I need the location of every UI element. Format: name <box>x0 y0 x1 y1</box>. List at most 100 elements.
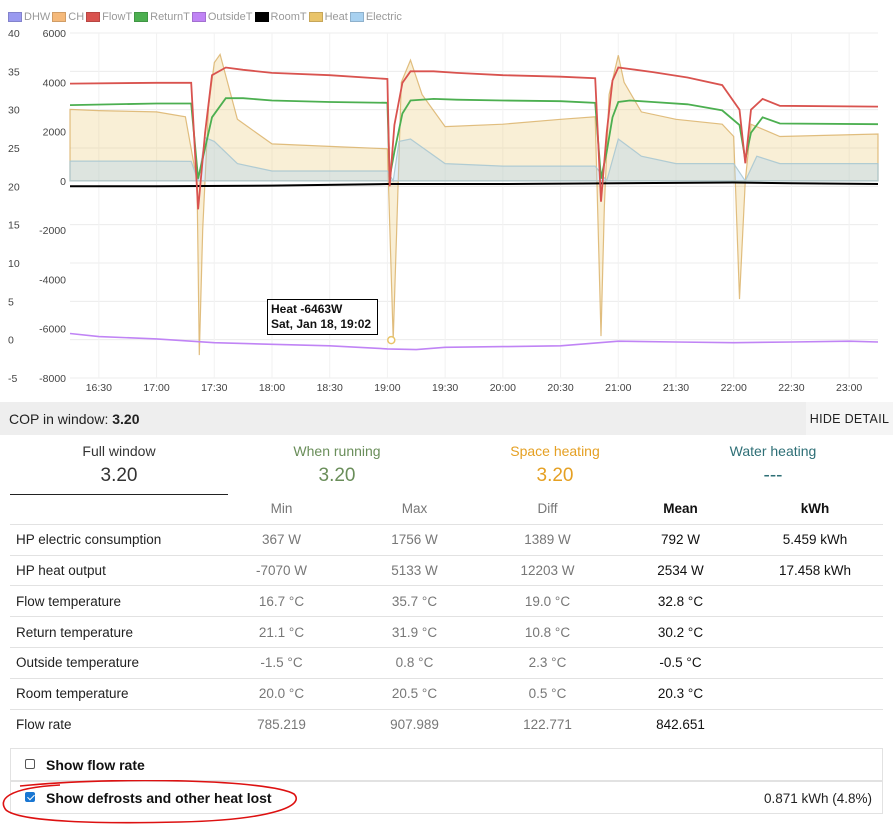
legend-label: RoomT <box>270 11 307 23</box>
stats-table: Min Max Diff Mean kWh HP electric consum… <box>10 494 883 740</box>
table-cell: 0.8 °C <box>348 646 481 679</box>
table-cell: 2.3 °C <box>481 646 614 679</box>
legend-swatch <box>134 12 149 22</box>
table-header: Max <box>401 501 428 517</box>
legend-item-electric[interactable]: Electric <box>349 11 402 23</box>
table-cell: 20.0 °C <box>215 677 348 710</box>
table-cell <box>747 708 883 740</box>
table-row: Room temperature 20.0 °C 20.5 °C 0.5 °C … <box>10 677 883 710</box>
show-defrosts-option[interactable]: Show defrosts and other heat lost 0.871 … <box>10 781 883 814</box>
table-cell: 5133 W <box>348 554 481 586</box>
y-tick-right: 6000 <box>43 28 67 40</box>
table-cell <box>747 616 883 648</box>
cop-summary-bar: COP in window: 3.20 HIDE DETAIL <box>0 402 893 435</box>
y-tick-right: 0 <box>60 176 66 188</box>
legend-item-roomt[interactable]: RoomT <box>254 11 307 23</box>
table-cell: 792 W <box>614 523 747 556</box>
chart-svg[interactable]: 40 35 30 25 20 15 10 5 0 -5 6000 4000 2000 0 -2000 -400… <box>0 0 893 400</box>
table-row: Flow rate 785.219 907.989 122.771 842.65… <box>10 708 883 740</box>
tab-water-heating[interactable]: Water heating --- <box>664 436 882 494</box>
legend-item-heat[interactable]: Heat <box>308 11 348 23</box>
legend-swatch <box>52 12 67 22</box>
table-cell: 1389 W <box>481 523 614 556</box>
x-tick: 21:00 <box>605 382 631 394</box>
cop-value: 3.20 <box>112 411 140 427</box>
x-tick: 23:00 <box>836 382 862 394</box>
x-tick: 18:30 <box>317 382 343 394</box>
series-heat-area <box>69 53 879 356</box>
table-header: kWh <box>800 501 830 517</box>
tab-label: When running <box>293 443 381 459</box>
cop-tabs: Full window 3.20 When running 3.20 Space… <box>10 436 883 495</box>
show-defrosts-checkbox[interactable] <box>25 792 35 802</box>
table-header: Diff <box>537 501 558 517</box>
tab-when-running[interactable]: When running 3.20 <box>228 436 446 494</box>
legend-item-outsidet[interactable]: OutsideT <box>191 11 253 23</box>
table-cell: 12203 W <box>481 554 614 586</box>
table-row: Flow temperature 16.7 °C 35.7 °C 19.0 °C… <box>10 585 883 617</box>
tab-label: Full window <box>82 443 156 459</box>
x-tick: 16:30 <box>86 382 112 394</box>
option-label: Show flow rate <box>46 757 145 773</box>
table-cell: 31.9 °C <box>348 616 481 648</box>
tab-label: Water heating <box>729 443 817 459</box>
tab-value: 3.20 <box>318 465 356 486</box>
y-tick-left: -5 <box>8 373 17 385</box>
table-cell <box>747 646 883 679</box>
table-row: HP electric consumption 367 W 1756 W 138… <box>10 523 883 556</box>
table-row: Return temperature 21.1 °C 31.9 °C 10.8 … <box>10 616 883 648</box>
table-cell: 35.7 °C <box>348 585 481 617</box>
y-tick-right: 2000 <box>43 127 67 139</box>
legend-label: CH <box>68 11 85 23</box>
table-cell: -7070 W <box>215 554 348 586</box>
chart-area[interactable]: 40 35 30 25 20 15 10 5 0 -5 6000 4000 2000 0 -2000 -400… <box>0 0 893 400</box>
table-cell: 16.7 °C <box>215 585 348 617</box>
tab-full-window[interactable]: Full window 3.20 <box>10 436 228 495</box>
table-cell: 1756 W <box>348 523 481 556</box>
tab-space-heating[interactable]: Space heating 3.20 <box>446 436 664 494</box>
table-cell: 842.651 <box>614 708 747 740</box>
y-tick-left: 25 <box>8 143 20 155</box>
y-tick-left: 30 <box>8 105 20 117</box>
x-tick: 20:00 <box>490 382 516 394</box>
table-cell: Return temperature <box>10 616 215 648</box>
show-flow-rate-option[interactable]: Show flow rate <box>10 748 883 781</box>
legend-label: ReturnT <box>150 11 190 23</box>
legend-label: FlowT <box>102 11 133 23</box>
legend-swatch <box>349 12 364 22</box>
x-tick: 17:00 <box>143 382 169 394</box>
table-cell: 21.1 °C <box>215 616 348 648</box>
legend-label: Heat <box>324 11 348 23</box>
table-cell <box>747 585 883 617</box>
series-outsidet-line <box>69 332 879 351</box>
show-flow-rate-checkbox[interactable] <box>25 759 35 769</box>
x-tick: 18:00 <box>259 382 285 394</box>
y-tick-right: 4000 <box>43 77 67 89</box>
table-header: Mean <box>663 501 698 517</box>
y-tick-left: 5 <box>8 296 14 308</box>
tooltip-line-1: Heat -6463W <box>271 302 343 316</box>
table-cell: 907.989 <box>348 708 481 740</box>
table-cell: -1.5 °C <box>215 646 348 679</box>
table-cell: 20.5 °C <box>348 677 481 710</box>
legend-item-dhw[interactable]: DHW <box>8 11 50 23</box>
x-tick: 22:30 <box>778 382 804 394</box>
legend-item-returnt[interactable]: ReturnT <box>134 11 190 23</box>
table-header-row: Min Max Diff Mean kWh <box>10 494 883 524</box>
table-cell: HP heat output <box>10 554 215 586</box>
table-row: Outside temperature -1.5 °C 0.8 °C 2.3 °… <box>10 646 883 679</box>
table-header: Min <box>270 501 293 517</box>
legend-item-flowt[interactable]: FlowT <box>86 11 132 23</box>
table-cell: 5.459 kWh <box>747 523 883 556</box>
x-tick: 21:30 <box>663 382 689 394</box>
series-returnt-line <box>69 97 879 179</box>
legend-item-ch[interactable]: CH <box>52 11 84 23</box>
hide-detail-button[interactable]: HIDE DETAIL <box>806 402 893 435</box>
legend-label: Electric <box>365 11 402 23</box>
x-tick: 20:30 <box>547 382 573 394</box>
table-cell: 19.0 °C <box>481 585 614 617</box>
options-panel: Show flow rate Show defrosts and other h… <box>10 748 883 816</box>
table-cell: 0.5 °C <box>481 677 614 710</box>
y-tick-right: -4000 <box>39 274 66 286</box>
x-tick: 17:30 <box>201 382 227 394</box>
